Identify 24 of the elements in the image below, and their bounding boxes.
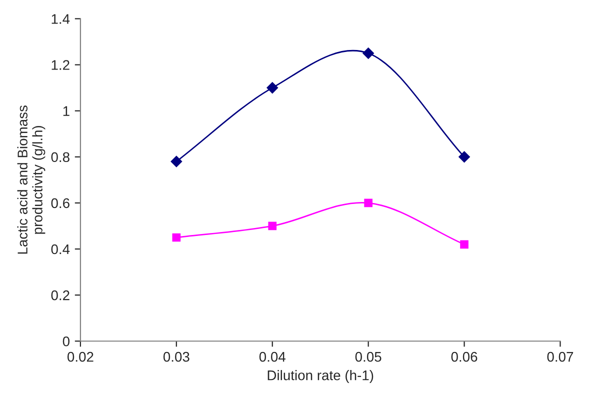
point (172, 233, 181, 242)
point (170, 156, 182, 168)
point (362, 48, 374, 59)
y-axis-title: Lactic acid and Biomass productivity (g/l.h) (17, 106, 46, 254)
x-tick-label: 0.06 (451, 352, 478, 362)
y-tick-label: 0.4 (51, 244, 70, 254)
y-tick-label: 0 (62, 336, 70, 346)
x-tick-label: 0.03 (163, 352, 190, 362)
x-tick-label: 0.07 (547, 352, 574, 362)
point (460, 240, 468, 249)
y-tick-label: 1.4 (52, 14, 70, 24)
point (266, 82, 278, 94)
y-tick-label: 1 (63, 106, 70, 116)
point (458, 151, 470, 162)
point (268, 222, 277, 230)
y-tick-label: 0.6 (51, 198, 70, 208)
y-tick-label: 0.8 (51, 152, 70, 162)
y-tick-label: 1.2 (52, 60, 70, 70)
point (364, 198, 372, 208)
x-tick-label: 0.05 (355, 352, 382, 362)
y-tick-label: 0.2 (51, 290, 70, 300)
x-tick-label: 0.02 (67, 352, 94, 362)
x-tick-label: 0.04 (259, 352, 286, 362)
x-axis-title: Dilution rate (h-1) (268, 370, 374, 383)
